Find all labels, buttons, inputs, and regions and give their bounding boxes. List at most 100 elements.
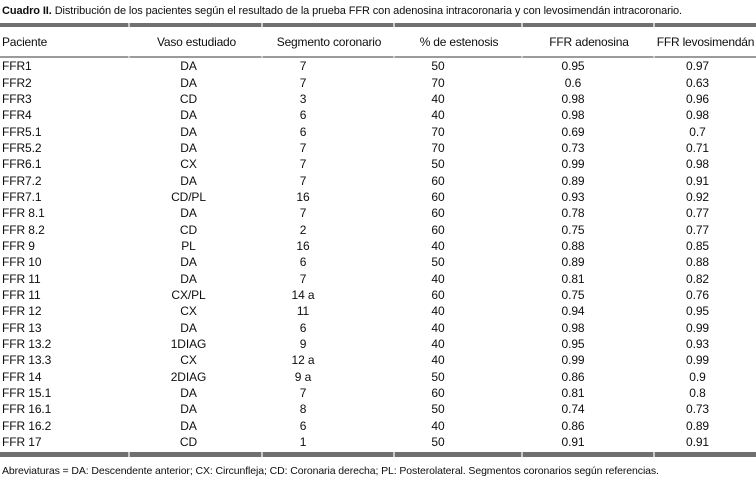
table-cell: 7 — [299, 206, 307, 221]
table-cell: 0.98 — [561, 320, 585, 335]
table-cell: DA — [180, 255, 197, 270]
table-row: FFR6.1 CX 7 50 0.99 0.98 — [0, 156, 756, 172]
rule-segment — [523, 56, 653, 58]
rule-segment — [263, 56, 393, 58]
table-cell: FFR 8.1 — [2, 206, 45, 221]
table-cell: 0.77 — [686, 222, 709, 237]
table-cell: FFR5.1 — [2, 124, 42, 139]
table-cell: 40 — [431, 337, 445, 352]
table-cell: 60 — [431, 222, 445, 237]
table-cell: 60 — [431, 206, 445, 221]
table-cell: 40 — [431, 271, 445, 286]
table-cell: 0.82 — [686, 271, 709, 286]
table-cell: 7 — [299, 59, 307, 74]
bottom-rule — [0, 452, 756, 458]
table-cell: 0.89 — [561, 173, 585, 188]
table-cell: CD — [179, 435, 198, 450]
table-row: FFR4 DA 6 40 0.98 0.98 — [0, 107, 756, 123]
table-cell: FFR 16.1 — [2, 402, 52, 417]
table-cell: 0.95 — [561, 337, 585, 352]
table-row: FFR 13.2 1DIAG 9 40 0.95 0.93 — [0, 336, 756, 352]
table-cell: 0.81 — [561, 386, 585, 401]
table-cell: FFR6.1 — [2, 157, 42, 172]
table-cell: 8 — [299, 402, 307, 417]
table-cell: DA — [180, 124, 197, 139]
table-cell: 0.98 — [686, 108, 709, 123]
rule-segment — [655, 23, 756, 27]
table-cell: DA — [180, 320, 197, 335]
table-caption-label: Cuadro II. — [2, 5, 52, 17]
table-cell: 0.69 — [561, 124, 585, 139]
table-cell: DA — [180, 386, 197, 401]
table-cell: 0.63 — [686, 75, 709, 90]
table-cell: 0.95 — [561, 59, 585, 74]
table-cell: 0.75 — [561, 287, 585, 302]
table-cell: FFR 13.2 — [2, 337, 52, 352]
table-cell: 0.77 — [686, 206, 709, 221]
table-cell: 6 — [299, 124, 307, 139]
table-cell: CX — [180, 304, 197, 319]
table-cell: 6 — [299, 255, 307, 270]
table-cell: 6 — [299, 320, 307, 335]
table-cell: 7 — [299, 386, 307, 401]
table-cell: 40 — [431, 91, 445, 106]
table-row: FFR7.2 DA 7 60 0.89 0.91 — [0, 172, 756, 188]
table-cell: 9 — [299, 337, 307, 352]
table-cell: 1 — [299, 435, 307, 450]
table-cell: PL — [181, 238, 196, 253]
table-cell: CD — [179, 91, 198, 106]
column-header-segmento-coronario: Segmento coronario — [276, 34, 382, 49]
table-cell: 16 — [296, 238, 310, 253]
table-cell: 7 — [299, 157, 307, 172]
table-cell: 0.94 — [561, 304, 585, 319]
table-cell: CX/PL — [171, 287, 206, 302]
table-cell: 0.91 — [686, 435, 709, 450]
rule-segment — [395, 452, 521, 458]
table-row: FFR 16.1 DA 8 50 0.74 0.73 — [0, 401, 756, 417]
table-cell: 0.9 — [689, 369, 706, 384]
table-row: FFR 9 PL 16 40 0.88 0.85 — [0, 238, 756, 254]
table-cell: 50 — [431, 402, 445, 417]
table-cell: 70 — [431, 75, 445, 90]
table-row: FFR 8.1 DA 7 60 0.78 0.77 — [0, 205, 756, 221]
table-row: FFR7.1 CD/PL 16 60 0.93 0.92 — [0, 189, 756, 205]
table-cell: 60 — [431, 189, 445, 204]
table-row: FFR 10 DA 6 50 0.89 0.88 — [0, 254, 756, 270]
rule-segment — [130, 56, 261, 58]
table-cell: 6 — [299, 418, 307, 433]
table-cell: DA — [180, 140, 197, 155]
table-row: FFR5.2 DA 7 70 0.73 0.71 — [0, 140, 756, 156]
table-cell: FFR 15.1 — [2, 386, 52, 401]
table-row: FFR 11 CX/PL 14 a 60 0.75 0.76 — [0, 287, 756, 303]
table-cell: 0.86 — [561, 418, 585, 433]
table-cell: 1DIAG — [170, 337, 207, 352]
table-cell: 0.7 — [689, 124, 706, 139]
table-cell: 70 — [431, 124, 445, 139]
table-cell: FFR 11 — [2, 287, 41, 302]
table-cell: 0.92 — [686, 189, 709, 204]
table-cell: 40 — [431, 418, 445, 433]
table-cell: 7 — [299, 75, 307, 90]
table-cell: 0.91 — [561, 435, 585, 450]
rule-segment — [130, 452, 261, 458]
table-header-row: Paciente Vaso estudiado Segmento coronar… — [0, 27, 756, 56]
table-cell: 12 a — [291, 353, 315, 368]
table-cell: FFR 17 — [2, 435, 42, 450]
table-cell: FFR 11 — [2, 271, 41, 286]
table-cell: FFR5.2 — [2, 140, 42, 155]
table-cell: 0.96 — [686, 91, 709, 106]
table-cell: 50 — [431, 255, 445, 270]
table-cell: 7 — [299, 140, 307, 155]
table-cell: FFR 13.3 — [2, 353, 52, 368]
table-cell: 0.99 — [686, 353, 709, 368]
table-row: FFR 17 CD 1 50 0.91 0.91 — [0, 434, 756, 450]
table-cell: 0.93 — [686, 337, 709, 352]
table-cell: 0.76 — [686, 287, 709, 302]
table-cell: 3 — [299, 91, 307, 106]
column-header-porcentaje-estenosis: % de estenosis — [419, 34, 499, 49]
table-cell: 0.73 — [561, 140, 585, 155]
table-cell: 40 — [431, 108, 445, 123]
column-header-ffr-levosimendan: FFR levosimendán — [656, 34, 755, 49]
table-footnote: Abreviaturas = DA: Descendente anterior;… — [2, 465, 659, 478]
rule-segment — [655, 452, 756, 458]
